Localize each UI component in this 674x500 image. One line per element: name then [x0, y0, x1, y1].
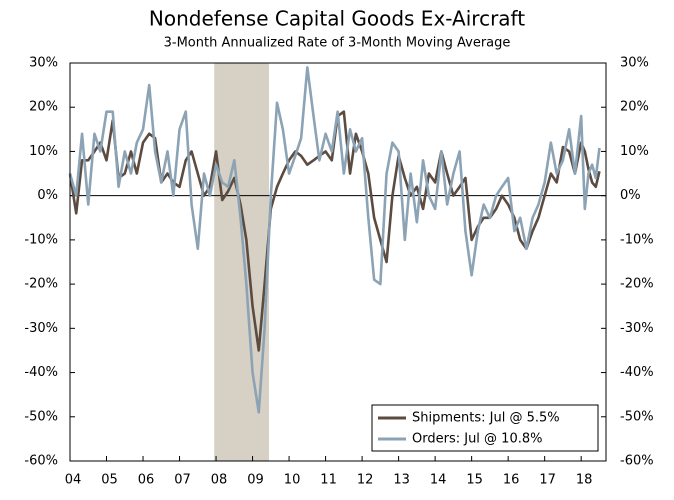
x-tick-label: 04 [65, 473, 82, 488]
legend-label: Shipments: Jul @ 5.5% [412, 411, 560, 426]
series-line [68, 110, 601, 352]
x-tick-label: 05 [101, 473, 118, 488]
plot-frame [69, 62, 607, 462]
x-tick-label: 12 [357, 473, 374, 488]
y-tick-label: 10% [29, 144, 58, 159]
x-tick-label: 16 [503, 473, 520, 488]
x-tick-label: 11 [320, 473, 337, 488]
y2-tick-label: 20% [620, 100, 649, 115]
x-tick-label: 07 [174, 473, 191, 488]
y-tick-label: -60% [24, 454, 58, 469]
series-line [68, 66, 601, 414]
x-tick-label: 09 [247, 473, 264, 488]
x-tick-label: 08 [211, 473, 228, 488]
y2-tick-label: -10% [620, 232, 654, 247]
y-tick-label: 20% [29, 100, 58, 115]
y-tick-label: 0% [37, 188, 58, 203]
x-tick-label: 13 [393, 473, 410, 488]
x-tick-label: 18 [576, 473, 593, 488]
legend: Shipments: Jul @ 5.5% Orders: Jul @ 10.8% [371, 404, 599, 452]
y2-tick-label: -30% [620, 321, 654, 336]
chart-title: Nondefense Capital Goods Ex-Aircraft [149, 7, 525, 31]
y2-tick-label: 10% [620, 144, 649, 159]
y2-tick-label: -50% [620, 409, 654, 424]
y-tick-label: -20% [24, 277, 58, 292]
legend-label: Orders: Jul @ 10.8% [412, 432, 542, 447]
y2-tick-label: -60% [620, 454, 654, 469]
y-tick-label: -50% [24, 409, 58, 424]
x-tick-label: 06 [138, 473, 155, 488]
y2-tick-label: -20% [620, 277, 654, 292]
y2-tick-label: 30% [620, 56, 649, 71]
x-tick-label: 17 [539, 473, 556, 488]
y-tick-label: 30% [29, 56, 58, 71]
y2-tick-label: -40% [620, 365, 654, 380]
x-tick-label: 10 [284, 473, 301, 488]
y-tick-label: -30% [24, 321, 58, 336]
y2-tick-label: 0% [620, 188, 641, 203]
y-tick-label: -10% [24, 232, 58, 247]
y-tick-label: -40% [24, 365, 58, 380]
chart-subtitle: 3-Month Annualized Rate of 3-Month Movin… [164, 36, 511, 51]
x-tick-label: 14 [430, 473, 447, 488]
legend-box [371, 404, 599, 452]
x-tick-label: 15 [466, 473, 483, 488]
